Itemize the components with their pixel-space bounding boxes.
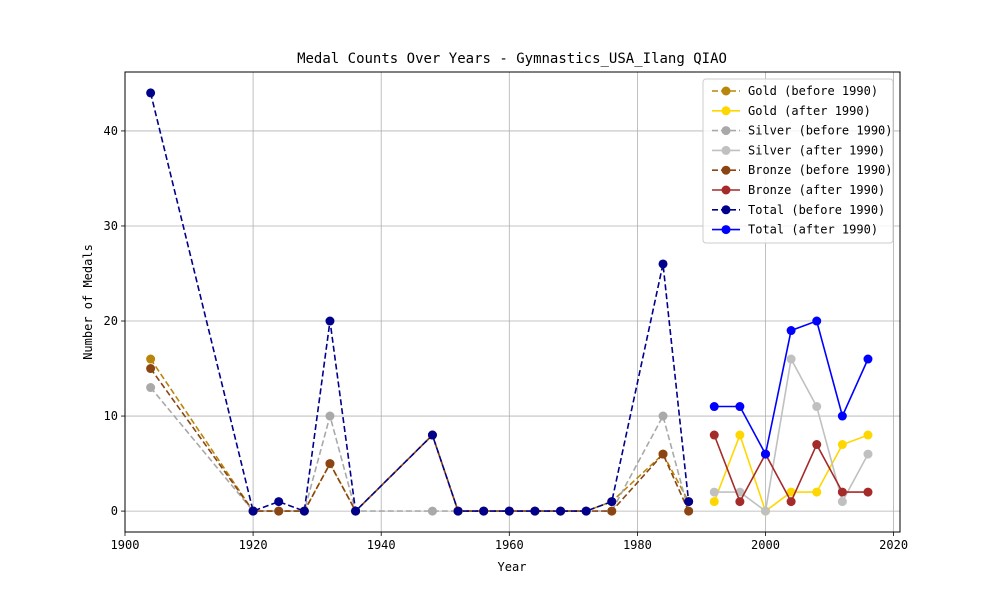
data-point [812,440,822,450]
data-point [325,411,335,421]
data-point [556,506,566,516]
data-point [530,506,540,516]
data-point [607,497,617,507]
legend-label: Bronze (after 1990) [748,183,885,197]
data-point [863,449,873,459]
chart-title: Medal Counts Over Years - Gymnastics_USA… [297,51,727,67]
series-layer [146,88,873,516]
data-point [274,497,284,507]
series-5 [709,430,873,507]
data-point [658,411,668,421]
data-point [504,506,514,516]
x-tick-label: 1920 [239,538,268,552]
y-tick-label: 40 [104,124,118,138]
y-tick-label: 20 [104,314,118,328]
data-point [760,449,770,459]
data-point [786,326,796,336]
legend-swatch-marker [721,86,731,96]
data-point [837,411,847,421]
x-tick-label: 1940 [367,538,396,552]
data-point [684,497,694,507]
series-1 [709,430,873,516]
legend-label: Silver (after 1990) [748,143,885,157]
data-point [351,506,361,516]
data-point [453,506,463,516]
data-point [760,506,770,516]
data-point [479,506,489,516]
data-point [863,354,873,364]
data-point [786,487,796,497]
axes: 1900 1920 1940 1960 1980 2000 2020 0 10 20 30 40 [104,124,909,552]
data-point [325,316,335,326]
data-point [581,506,591,516]
x-tick-label: 1900 [111,538,140,552]
legend-swatch-marker [721,106,731,116]
y-tick-label: 30 [104,219,118,233]
x-tick-label: 2020 [879,538,908,552]
data-point [837,487,847,497]
series-line [149,92,690,513]
data-point [812,402,822,412]
data-point [684,506,694,516]
data-point [863,430,873,440]
series-3 [709,354,873,516]
x-axis-label: Year [498,560,527,574]
data-point [248,506,258,516]
series-6 [146,88,694,516]
y-axis-label: Number of Medals [81,244,95,360]
data-point [427,430,437,440]
legend-label: Gold (after 1990) [748,104,871,118]
legend-box [702,78,894,244]
data-point [146,364,156,374]
y-tick-label: 0 [111,504,118,518]
data-point [709,487,719,497]
series-line [149,368,690,513]
x-tick-label: 1960 [495,538,524,552]
data-point [325,459,335,469]
legend-label: Gold (before 1990) [748,84,878,98]
data-point [837,497,847,507]
legend: Gold (before 1990) Gold (after 1990) Silve… [702,78,894,244]
legend-swatch-marker [721,205,731,215]
data-point [812,316,822,326]
legend-label: Total (after 1990) [748,223,878,237]
data-point [735,430,745,440]
x-tick-label: 2000 [751,538,780,552]
data-point [146,383,156,393]
legend-label: Silver (before 1990) [748,124,893,138]
x-tick-label: 1980 [623,538,652,552]
data-point [146,354,156,364]
data-point [863,487,873,497]
legend-swatch-marker [721,145,731,155]
data-point [786,497,796,507]
series-7 [709,316,873,459]
legend-swatch-marker [721,185,731,195]
data-point [709,497,719,507]
data-point [658,259,668,269]
data-point [299,506,309,516]
data-point [735,497,745,507]
data-point [709,430,719,440]
data-point [274,506,284,516]
data-point [837,440,847,450]
plot-frame [124,71,901,533]
legend-label: Total (before 1990) [748,203,885,217]
legend-swatch-marker [721,165,731,175]
legend-swatch-marker [721,126,731,136]
data-point [658,449,668,459]
legend-swatch-marker [721,225,731,235]
data-point [812,487,822,497]
legend-label: Bronze (before 1990) [748,163,893,177]
data-point [607,506,617,516]
data-point [786,354,796,364]
data-point [146,88,156,98]
data-point [709,402,719,412]
data-point [735,402,745,412]
data-point [427,506,437,516]
y-tick-label: 10 [104,409,118,423]
